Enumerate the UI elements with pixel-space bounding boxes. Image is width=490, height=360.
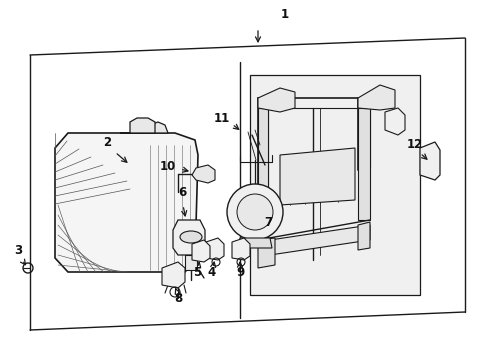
Polygon shape — [258, 88, 295, 112]
Circle shape — [237, 194, 273, 230]
Polygon shape — [185, 255, 197, 270]
Text: 4: 4 — [208, 266, 216, 279]
Polygon shape — [206, 238, 224, 260]
Text: 9: 9 — [236, 266, 244, 279]
Polygon shape — [270, 225, 370, 255]
Circle shape — [227, 184, 283, 240]
Polygon shape — [173, 220, 205, 255]
Text: 8: 8 — [174, 292, 182, 305]
Polygon shape — [238, 238, 272, 248]
Text: 11: 11 — [214, 112, 230, 125]
Polygon shape — [55, 133, 198, 272]
Polygon shape — [358, 108, 370, 220]
Text: 1: 1 — [281, 9, 289, 22]
Polygon shape — [250, 75, 420, 295]
Text: 12: 12 — [407, 139, 423, 152]
Polygon shape — [358, 222, 370, 250]
Ellipse shape — [180, 231, 202, 243]
Polygon shape — [192, 240, 210, 262]
Polygon shape — [258, 238, 275, 268]
Text: 5: 5 — [193, 266, 201, 279]
Polygon shape — [258, 108, 268, 240]
Text: 7: 7 — [264, 216, 272, 229]
Polygon shape — [120, 122, 168, 133]
Text: 6: 6 — [178, 185, 186, 198]
Polygon shape — [358, 85, 395, 110]
Polygon shape — [162, 262, 185, 288]
Text: 10: 10 — [160, 159, 176, 172]
Polygon shape — [420, 142, 440, 180]
Polygon shape — [192, 165, 215, 183]
Text: 3: 3 — [14, 243, 22, 256]
Polygon shape — [280, 148, 355, 205]
Polygon shape — [232, 238, 250, 260]
Text: 2: 2 — [103, 136, 111, 149]
Polygon shape — [130, 118, 155, 133]
